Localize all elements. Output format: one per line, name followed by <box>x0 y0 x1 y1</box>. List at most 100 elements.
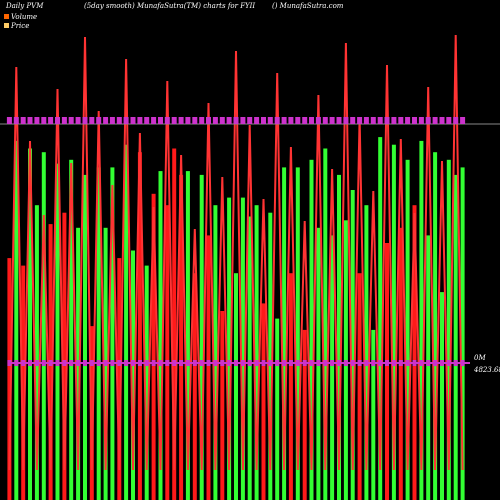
volume-bar <box>124 144 129 500</box>
top-marker <box>357 117 363 124</box>
top-marker <box>254 117 260 124</box>
zero-marker <box>254 360 259 366</box>
volume-bar <box>323 148 328 500</box>
zero-marker <box>34 360 39 366</box>
zero-marker <box>41 360 46 366</box>
zero-marker <box>295 360 300 366</box>
zero-marker <box>165 360 170 366</box>
legend-price-swatch <box>4 23 9 28</box>
zero-marker <box>426 360 431 366</box>
volume-bar <box>151 193 156 500</box>
zero-marker <box>14 360 19 366</box>
volume-bar <box>199 174 204 500</box>
top-marker <box>288 117 294 124</box>
volume-bar <box>460 167 465 500</box>
top-marker <box>226 117 232 124</box>
zero-marker <box>103 360 108 366</box>
volume-bar <box>254 205 259 500</box>
zero-marker <box>412 360 417 366</box>
top-marker <box>75 117 81 124</box>
volume-bar <box>261 303 266 500</box>
volume-bar <box>371 329 376 500</box>
zero-marker <box>172 360 177 366</box>
zero-marker <box>405 360 410 366</box>
zero-marker <box>337 360 341 366</box>
top-marker <box>6 117 12 124</box>
volume-bar <box>412 205 417 500</box>
zero-marker <box>151 360 156 366</box>
zero-marker <box>110 360 115 366</box>
volume-bar <box>96 167 101 500</box>
zero-marker <box>7 360 12 366</box>
zero-marker <box>282 360 287 366</box>
top-marker <box>48 117 54 124</box>
top-marker <box>274 117 280 124</box>
volume-bar <box>41 152 46 500</box>
header-right: () MunafaSutra.com <box>272 2 344 10</box>
top-marker <box>432 117 438 124</box>
zero-marker <box>385 360 389 366</box>
zero-marker <box>330 360 335 366</box>
top-marker <box>343 117 349 124</box>
top-marker <box>164 117 170 124</box>
volume-bar <box>69 159 74 500</box>
volume-bar <box>165 205 170 500</box>
volume-bar <box>391 144 396 500</box>
top-marker <box>302 117 308 124</box>
zero-marker <box>460 360 465 366</box>
volume-bar <box>446 159 451 500</box>
volume-bar <box>7 258 12 500</box>
zero-marker <box>206 360 211 366</box>
volume-bar <box>172 148 177 500</box>
volume-bar <box>275 318 280 500</box>
top-marker <box>267 117 273 124</box>
legend-volume-swatch <box>4 14 9 19</box>
zero-marker <box>199 360 204 366</box>
top-marker <box>363 117 369 124</box>
top-marker <box>171 117 177 124</box>
volume-bar <box>247 216 252 500</box>
top-marker <box>151 117 157 124</box>
zero-marker <box>69 360 74 366</box>
zero-marker <box>185 360 190 366</box>
volume-bars <box>7 137 465 500</box>
zero-marker <box>398 360 403 366</box>
zero-marker <box>419 360 424 366</box>
top-marker <box>412 117 417 124</box>
top-marker <box>109 117 115 124</box>
top-marker <box>137 117 143 124</box>
top-marker <box>34 117 40 124</box>
top-marker <box>453 117 459 124</box>
top-marker <box>425 117 431 124</box>
volume-bar <box>405 159 410 500</box>
top-marker <box>240 117 246 124</box>
top-marker <box>20 117 26 124</box>
volume-bar <box>192 273 197 500</box>
zero-marker <box>371 360 376 366</box>
zero-marker <box>137 360 142 366</box>
volume-bar <box>137 152 142 500</box>
zero-marker <box>316 360 321 366</box>
zero-marker <box>96 360 101 366</box>
top-marker <box>41 117 47 124</box>
volume-bar <box>240 197 245 500</box>
zero-marker <box>83 360 87 366</box>
price-line <box>8 34 464 471</box>
top-marker <box>185 117 191 124</box>
zero-marker <box>124 360 129 366</box>
top-marker <box>377 117 383 124</box>
zero-marker <box>261 360 266 366</box>
volume-bar <box>179 174 184 500</box>
top-marker <box>247 117 253 124</box>
zero-marker <box>220 360 225 366</box>
volume-bar <box>433 152 438 500</box>
volume-bar <box>220 311 225 500</box>
top-marker <box>295 117 301 124</box>
top-marker <box>192 117 198 124</box>
zero-marker <box>453 360 458 366</box>
zero-marker <box>433 360 438 366</box>
top-marker <box>315 117 321 124</box>
top-marker <box>384 117 390 124</box>
